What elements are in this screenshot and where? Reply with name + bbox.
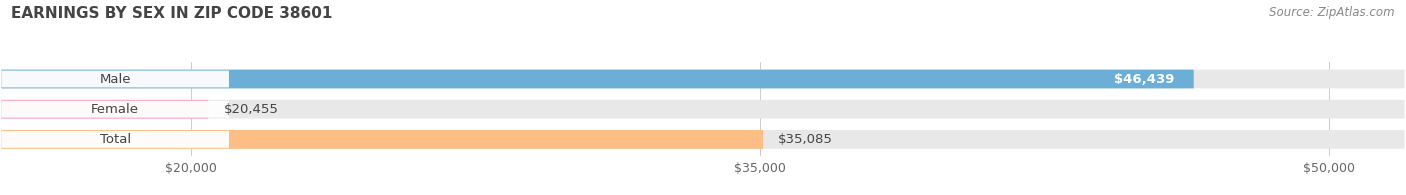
Text: Source: ZipAtlas.com: Source: ZipAtlas.com	[1270, 6, 1395, 19]
Text: Female: Female	[91, 103, 139, 116]
FancyBboxPatch shape	[1, 100, 1405, 119]
FancyBboxPatch shape	[1, 70, 1194, 88]
Text: $20,455: $20,455	[224, 103, 278, 116]
FancyBboxPatch shape	[1, 130, 763, 149]
FancyBboxPatch shape	[1, 71, 229, 87]
FancyBboxPatch shape	[1, 70, 1405, 88]
FancyBboxPatch shape	[986, 73, 1182, 86]
FancyBboxPatch shape	[1, 100, 208, 119]
Text: Male: Male	[100, 73, 131, 85]
Text: $46,439: $46,439	[1115, 73, 1175, 85]
Text: $35,085: $35,085	[779, 133, 834, 146]
FancyBboxPatch shape	[1, 130, 1405, 149]
FancyBboxPatch shape	[1, 101, 229, 118]
Text: EARNINGS BY SEX IN ZIP CODE 38601: EARNINGS BY SEX IN ZIP CODE 38601	[11, 6, 333, 21]
FancyBboxPatch shape	[1, 131, 229, 148]
Text: Total: Total	[100, 133, 131, 146]
